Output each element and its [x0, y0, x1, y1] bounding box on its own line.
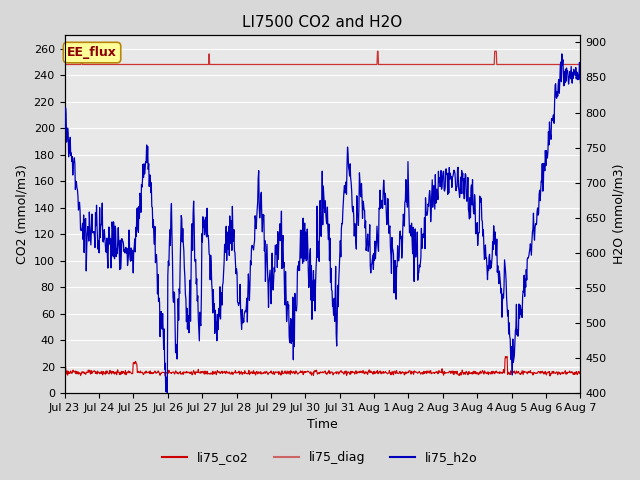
X-axis label: Time: Time: [307, 419, 338, 432]
Y-axis label: CO2 (mmol/m3): CO2 (mmol/m3): [15, 164, 28, 264]
Title: LI7500 CO2 and H2O: LI7500 CO2 and H2O: [243, 15, 403, 30]
Legend: li75_co2, li75_diag, li75_h2o: li75_co2, li75_diag, li75_h2o: [157, 446, 483, 469]
Text: EE_flux: EE_flux: [67, 46, 117, 59]
Y-axis label: H2O (mmol/m3): H2O (mmol/m3): [612, 164, 625, 264]
